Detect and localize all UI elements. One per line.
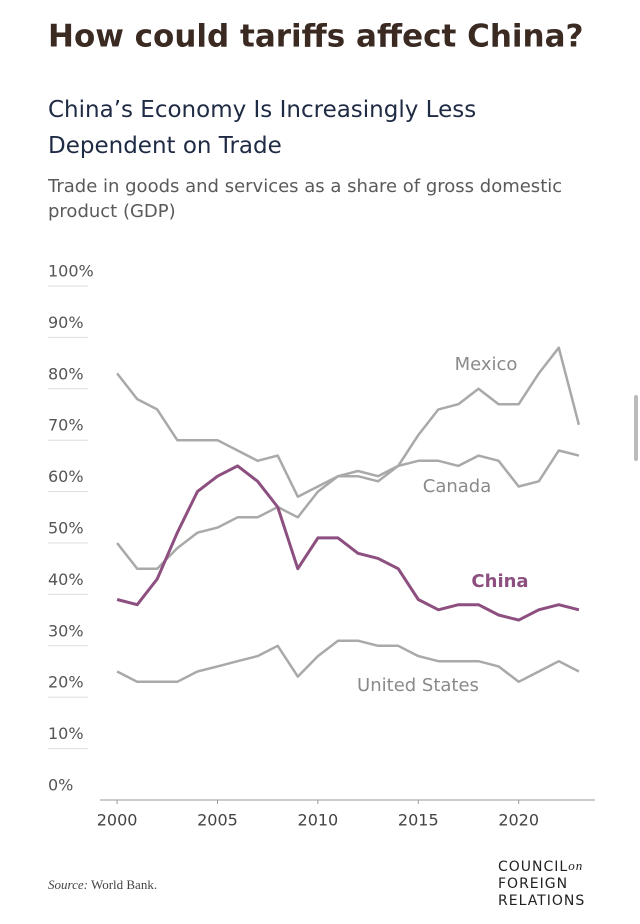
series-label: Canada [423,476,492,497]
chart-subtitle: Trade in goods and services as a share o… [47,176,562,222]
y-tick-label: 10% [48,724,84,743]
y-tick-label: 50% [48,519,84,538]
x-tick-label: 2005 [197,811,238,830]
series-line [116,639,580,684]
y-tick-label: 70% [48,416,84,435]
source-label: Source: [48,877,88,892]
source-text: World Bank. [91,877,157,892]
chart-title: China’s Economy Is Increasingly Less Depe… [48,97,476,159]
logo-line: FOREIGN [498,876,568,892]
x-tick-label: 2000 [97,811,138,830]
logo: COUNCILon [498,858,583,875]
scrollbar [634,395,638,461]
x-tick-label: 2015 [398,811,439,830]
logo-on: on [568,858,583,873]
series-label: China [471,571,528,592]
y-tick-label: 90% [48,313,84,332]
y-tick-label: 20% [48,673,84,692]
y-tick-label: 0% [48,776,73,795]
y-tick-label: 100% [48,262,94,281]
series-label: Mexico [455,354,518,375]
x-tick-label: 2010 [298,811,339,830]
source: Source: World Bank. [48,877,157,892]
logo-line: RELATIONS [498,893,585,909]
y-tick-label: 60% [48,467,84,486]
series-line [116,449,580,570]
y-tick-label: 40% [48,570,84,589]
y-tick-label: 80% [48,364,84,383]
series-line [116,464,580,622]
page-title: How could tariffs affect China? [48,19,584,55]
y-tick-label: 30% [48,621,84,640]
x-tick-label: 2020 [498,811,539,830]
series-label: United States [357,675,479,696]
series-line [116,346,581,498]
logo-line: COUNCIL [498,859,568,875]
